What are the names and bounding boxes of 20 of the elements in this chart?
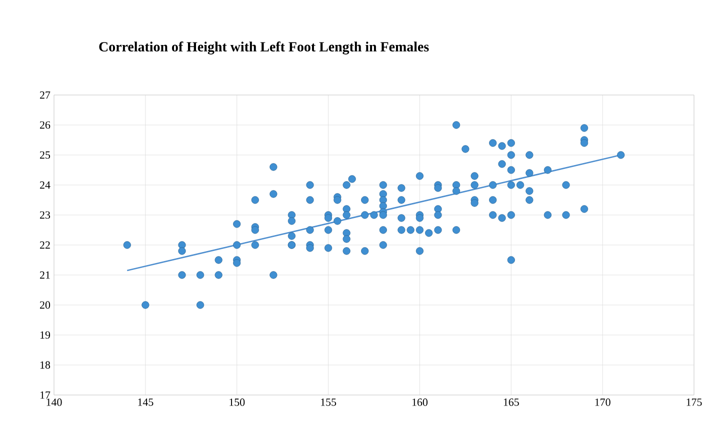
x-tick-label: 165 (504, 398, 519, 406)
y-tick-label: 23 (40, 211, 50, 219)
x-tick-label: 150 (230, 398, 245, 406)
x-tick-label: 170 (595, 398, 610, 406)
x-tick-label: 140 (46, 398, 62, 406)
y-tick-label: 25 (40, 151, 50, 159)
y-tick-label: 27 (40, 91, 50, 99)
x-tick-label: 160 (412, 398, 428, 406)
x-tick-label: 155 (321, 398, 336, 406)
y-tick-label: 20 (40, 301, 50, 309)
chart-title: Correlation of Height with Left Foot Length in Females (99, 42, 429, 54)
y-tick-label: 24 (40, 181, 50, 189)
y-tick-label: 17 (40, 391, 50, 399)
x-tick-label: 175 (686, 398, 702, 406)
y-tick-label: 18 (40, 361, 50, 369)
x-tick-label: 145 (138, 398, 154, 406)
y-tick-label: 21 (40, 271, 50, 279)
y-tick-label: 26 (40, 121, 50, 129)
y-tick-label: 19 (40, 331, 50, 339)
y-tick-label: 22 (40, 241, 50, 249)
